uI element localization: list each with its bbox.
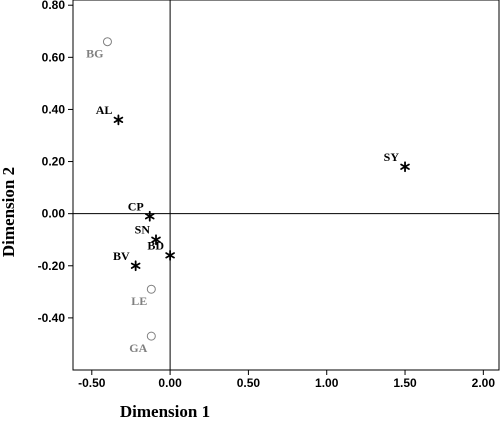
y-tick-label: 0.40: [42, 102, 66, 116]
point-label-bv: BV: [113, 249, 130, 263]
point-label-bd: BD: [147, 238, 164, 252]
y-axis-title: Dimension 2: [0, 167, 18, 257]
y-tick-label: -0.20: [38, 259, 66, 273]
x-axis-ticks: -0.50 0.00 0.50 1.00 1.50 2.00: [78, 370, 495, 390]
y-tick-label: 0.80: [42, 0, 66, 12]
data-point-ga: [146, 331, 156, 341]
y-tick-label: 0.00: [42, 207, 66, 221]
point-label-sn: SN: [135, 223, 151, 237]
point-label-al: AL: [96, 103, 113, 117]
x-tick-label: 0.50: [237, 376, 261, 390]
point-label-cp: CP: [128, 199, 144, 213]
point-label-bg: BG: [86, 47, 103, 61]
plot-frame: [72, 0, 500, 371]
data-point-sn: [151, 234, 161, 246]
y-tick-label: 0.60: [42, 50, 66, 64]
x-tick-label: 2.00: [472, 376, 496, 390]
y-tick-label: -0.40: [38, 311, 66, 325]
data-point-le: [146, 284, 156, 294]
reference-lines: [73, 0, 499, 370]
x-tick-label: 1.00: [315, 376, 339, 390]
data-point-al: [113, 114, 124, 126]
data-point-cp: [144, 210, 155, 222]
x-tick-label: 0.00: [158, 376, 182, 390]
y-axis-ticks: -0.40 -0.20 0.00 0.20 0.40 0.60 0.80: [38, 0, 73, 325]
y-tick-label: 0.20: [42, 155, 66, 169]
data-point-sy: [400, 161, 410, 173]
data-point-bg: [102, 37, 112, 47]
x-axis-title: Dimension 1: [120, 402, 210, 421]
data-point-bv: [130, 260, 141, 272]
point-label-ga: GA: [129, 341, 147, 355]
data-point-bd: [165, 249, 175, 261]
x-tick-label: 1.50: [393, 376, 417, 390]
point-label-sy: SY: [384, 150, 400, 164]
point-label-le: LE: [131, 294, 147, 308]
x-tick-label: -0.50: [78, 376, 106, 390]
